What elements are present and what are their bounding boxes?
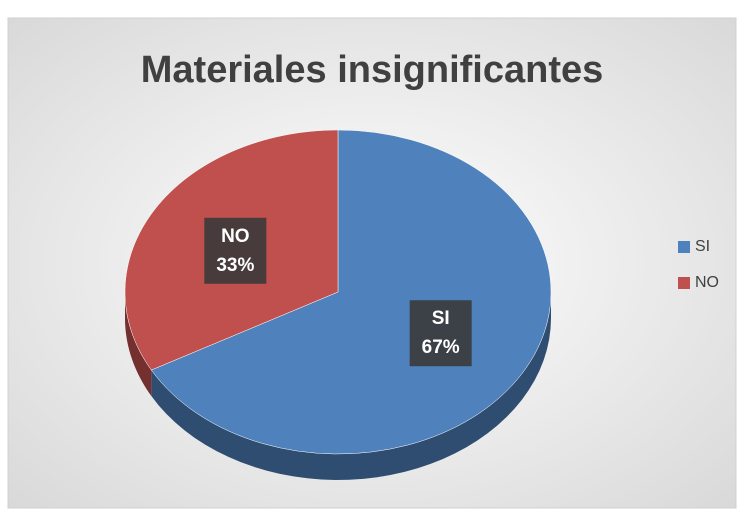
data-label-category: NO (221, 226, 250, 247)
slice-side (125, 292, 152, 397)
slice (150, 129, 552, 455)
chart-title: Materiales insignificantes (141, 49, 604, 91)
data-label-value: 33% (216, 255, 254, 276)
legend-label: NO (695, 274, 719, 291)
legend-swatch (678, 241, 690, 253)
legend-swatch (678, 277, 690, 289)
slice-side (151, 292, 551, 480)
data-label-value: 67% (422, 337, 460, 358)
data-label-category: SI (432, 308, 450, 329)
data-label-box (409, 300, 472, 367)
data-label-box (204, 217, 267, 284)
legend-label: SI (695, 238, 710, 255)
